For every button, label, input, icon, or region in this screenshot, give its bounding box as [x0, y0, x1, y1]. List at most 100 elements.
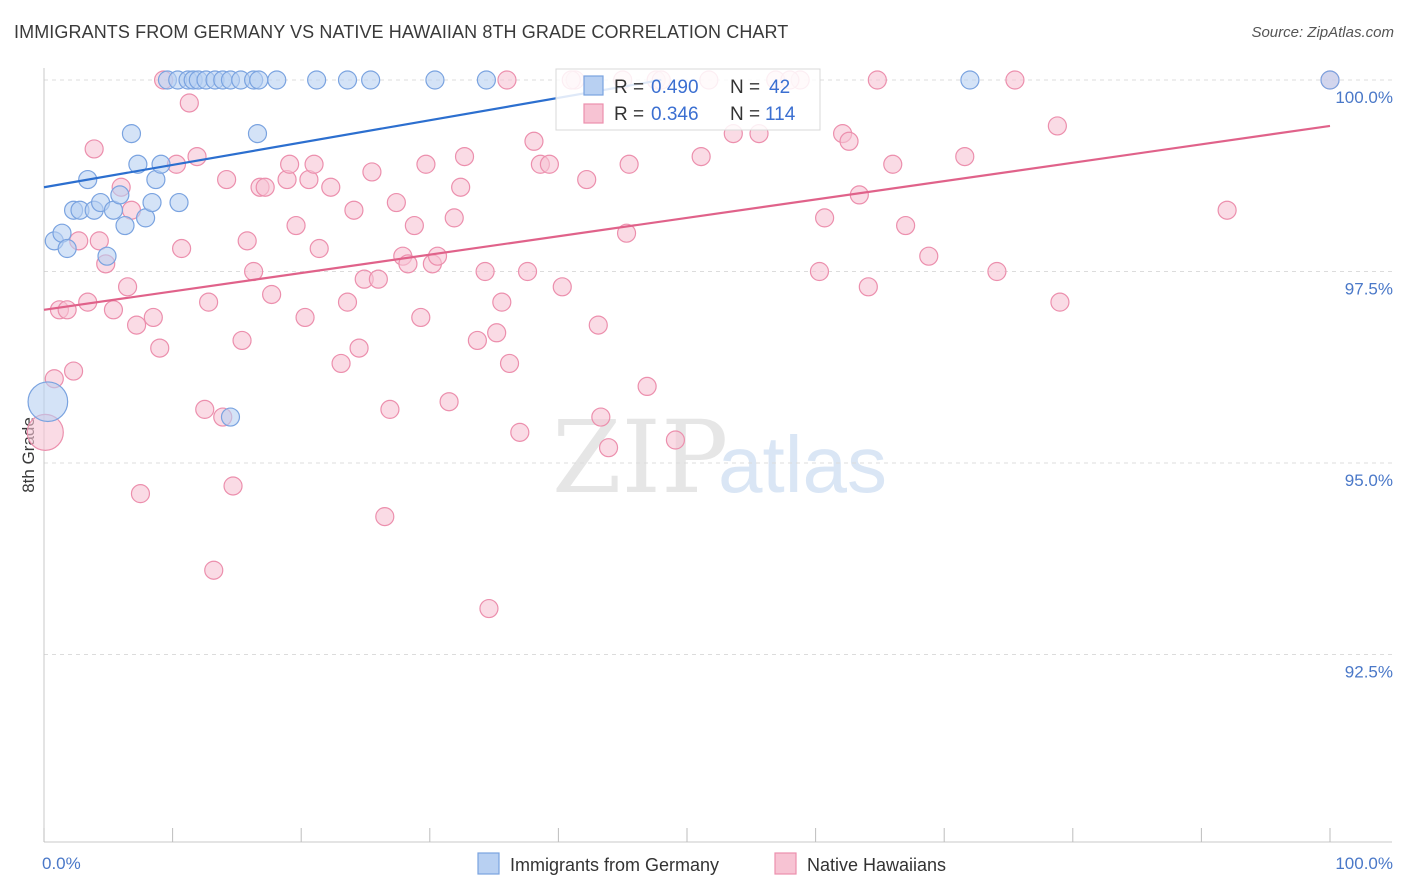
- hawaiian-point: [89, 231, 109, 251]
- hawaiian-point: [919, 246, 939, 266]
- hawaiian-point: [665, 430, 686, 450]
- hawaiian-point: [479, 598, 499, 619]
- y-tick-label: 100.0%: [1335, 88, 1393, 107]
- hawaiian-point: [130, 484, 151, 504]
- watermark-zip: ZIP: [552, 399, 728, 516]
- hawaiian-point: [295, 307, 315, 328]
- germany-point: [1320, 70, 1340, 90]
- hawaiian-point: [380, 399, 400, 419]
- hawaiian-point: [539, 154, 559, 174]
- hawaiian-point: [475, 261, 495, 282]
- hawaiian-point: [57, 300, 77, 320]
- hawaiian-point: [375, 507, 395, 527]
- hawaiian-point: [809, 261, 830, 282]
- hawaiian-point: [510, 422, 530, 442]
- hawaiian-point: [143, 307, 163, 328]
- hawaiian-point: [492, 292, 512, 312]
- germany-point: [307, 70, 327, 90]
- hawaiian-point: [517, 261, 538, 282]
- hawaiian-point: [217, 169, 237, 190]
- hawaiian-point: [839, 131, 859, 151]
- hawaiian-point: [588, 315, 608, 335]
- germany-point: [110, 185, 130, 205]
- germany-point: [267, 70, 287, 90]
- hawaiian-point: [867, 70, 887, 90]
- hawaiian-point: [416, 154, 436, 174]
- germany-point: [142, 192, 162, 213]
- germany-point: [220, 407, 241, 427]
- hawaiian-point: [349, 338, 369, 358]
- hawaiian-point: [331, 353, 351, 374]
- germany-point: [169, 192, 189, 213]
- hawaiian-point: [454, 147, 475, 167]
- hawaiian-point: [1217, 200, 1237, 220]
- legend-label-blue: Immigrants from Germany: [510, 855, 719, 875]
- stats-r-label-blue: R =: [614, 77, 644, 98]
- hawaiian-point: [321, 177, 341, 197]
- chart-title: IMMIGRANTS FROM GERMANY VS NATIVE HAWAII…: [14, 22, 789, 42]
- hawaiian-point: [411, 307, 431, 328]
- hawaiian-point: [126, 315, 147, 335]
- germany-point: [115, 215, 135, 236]
- hawaiian-point: [84, 139, 104, 159]
- hawaiian-point: [619, 154, 639, 174]
- trend-line-hawaiian: [43, 124, 1331, 311]
- stats-r-value-pink: 0.346: [651, 104, 699, 125]
- hawaiian-point: [955, 147, 975, 167]
- germany-point: [151, 154, 171, 174]
- hawaiian-point: [691, 147, 711, 167]
- hawaiian-point: [637, 376, 657, 396]
- series-native-hawaiians: [26, 70, 1340, 619]
- hawaiian-point: [262, 284, 282, 305]
- grid-lines: [44, 79, 1392, 655]
- hawaiian-point: [467, 330, 487, 351]
- y-tick-label: 95.0%: [1345, 471, 1393, 490]
- hawaiian-point: [987, 261, 1007, 282]
- hawaiian-point: [404, 215, 424, 236]
- hawaiian-point: [172, 238, 192, 259]
- hawaiian-point: [487, 323, 507, 343]
- germany-point: [247, 124, 268, 144]
- y-tick-label: 92.5%: [1345, 663, 1393, 682]
- source-label: Source: ZipAtlas.com: [1251, 24, 1394, 41]
- series-immigrants-germany: [27, 70, 1340, 427]
- x-tick-label-max: 100.0%: [1335, 854, 1393, 873]
- hawaiian-point: [309, 238, 329, 259]
- axes: [43, 68, 1392, 843]
- hawaiian-point: [304, 154, 324, 174]
- hawaiian-point: [204, 560, 224, 580]
- hawaiian-point: [199, 292, 219, 312]
- hawaiian-point: [439, 392, 459, 412]
- hawaiian-point: [103, 300, 124, 320]
- hawaiian-point: [1005, 70, 1025, 90]
- stats-n-label-pink: N =: [730, 104, 760, 125]
- watermark-atlas: atlas: [718, 420, 887, 509]
- germany-point: [121, 124, 142, 144]
- bottom-legend: Immigrants from Germany Native Hawaiians: [477, 852, 946, 875]
- hawaiian-point: [117, 277, 138, 297]
- hawaiian-point: [223, 476, 243, 496]
- legend-swatch-blue: [477, 852, 500, 875]
- y-tick-label: 97.5%: [1345, 280, 1393, 299]
- germany-point: [27, 381, 69, 423]
- germany-point: [361, 70, 381, 90]
- hawaiian-point: [1047, 116, 1067, 136]
- hawaiian-point: [497, 70, 517, 90]
- hawaiian-point: [237, 231, 257, 251]
- germany-point: [249, 70, 269, 90]
- hawaiian-point: [577, 169, 597, 190]
- hawaiian-point: [858, 277, 878, 297]
- x-tick-label-min: 0.0%: [42, 854, 81, 873]
- hawaiian-point: [591, 407, 611, 427]
- germany-point: [476, 70, 496, 90]
- stats-n-label-blue: N =: [730, 77, 760, 98]
- stats-swatch-blue: [583, 75, 604, 96]
- hawaiian-point: [1050, 292, 1070, 312]
- hawaiian-point: [386, 192, 406, 213]
- hawaiian-point: [150, 338, 170, 358]
- germany-point: [425, 70, 445, 90]
- hawaiian-point: [427, 246, 448, 266]
- stats-n-value-pink: 114: [765, 104, 796, 125]
- stats-r-label-pink: R =: [614, 104, 644, 125]
